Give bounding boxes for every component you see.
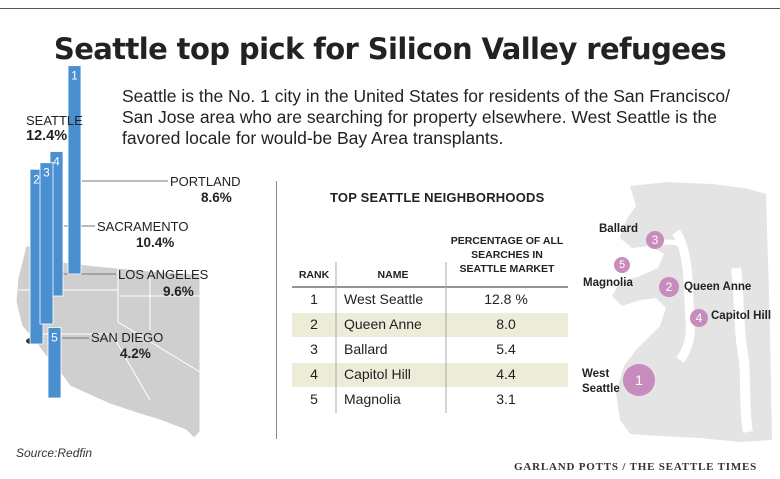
bar-san-diego xyxy=(47,327,62,399)
ballard-marker: 3 xyxy=(646,231,664,249)
column-header-rank: RANK xyxy=(298,269,330,281)
table-row: 3 Ballard 5.4 xyxy=(292,338,568,362)
table-row: 4 Capitol Hill 4.4 xyxy=(292,363,568,387)
column-header-percentage-line-2: SEARCHES IN xyxy=(471,249,543,261)
row-name: Capitol Hill xyxy=(344,366,411,382)
page-title: Seattle top pick for Silicon Valley refu… xyxy=(53,32,727,66)
bar-rank-label: 2 xyxy=(33,172,40,186)
west-seattle-marker: 1 xyxy=(623,364,655,396)
bar-rank-label: 3 xyxy=(43,166,50,180)
table-title: TOP SEATTLE NEIGHBORHOODS xyxy=(330,190,545,205)
lake-washington-edge xyxy=(731,267,753,433)
column-header-percentage-line-1: PERCENTAGE OF ALL xyxy=(450,235,564,247)
row-name: Queen Anne xyxy=(344,316,422,332)
bars-layer: 1 42 3 5 xyxy=(29,65,168,399)
section-divider xyxy=(276,181,277,439)
table-row: 2 Queen Anne 8.0 xyxy=(292,313,568,337)
los-angeles-value: 9.6% xyxy=(163,284,194,299)
row-pct: 8.0 xyxy=(496,316,516,332)
sacramento-label: SACRAMENTO xyxy=(97,219,189,234)
row-rank: 1 xyxy=(310,291,318,307)
west-seattle-label-line-2: Seattle xyxy=(582,383,620,395)
row-pct: 3.1 xyxy=(496,391,516,407)
column-header-percentage-line-3: SEATTLE MARKET xyxy=(459,263,555,275)
subtitle: Seattle is the No. 1 city in the United … xyxy=(122,86,730,148)
sacramento-value: 10.4% xyxy=(136,235,175,250)
san-diego-label: SAN DIEGO xyxy=(91,330,164,345)
row-name: Ballard xyxy=(344,341,388,357)
queen-anne-label: Queen Anne xyxy=(684,281,752,293)
capitol-hill-marker: 4 xyxy=(690,309,708,327)
bar-seattle xyxy=(67,65,82,275)
row-rank: 5 xyxy=(310,391,318,407)
row-name: Magnolia xyxy=(344,391,401,407)
los-angeles-label: LOS ANGELES xyxy=(118,267,209,282)
portland-label: PORTLAND xyxy=(170,174,241,189)
san-diego-value: 4.2% xyxy=(120,346,151,361)
column-header-percentage: PERCENTAGE OF ALL SEARCHES IN SEATTLE MA… xyxy=(446,234,568,276)
row-rank: 4 xyxy=(310,366,318,382)
table-row: 1 West Seattle 12.8 % xyxy=(292,288,568,312)
seattle-value: 12.4% xyxy=(26,128,68,144)
west-seattle-label-line-1: West xyxy=(582,368,610,380)
row-pct: 5.4 xyxy=(496,341,516,357)
magnolia-label: Magnolia xyxy=(583,277,633,289)
west-seattle-label: West Seattle xyxy=(582,367,620,397)
queen-anne-marker: 2 xyxy=(659,277,679,297)
bar-los-angeles xyxy=(39,162,54,325)
row-rank: 2 xyxy=(310,316,318,332)
bar-rank-label: 1 xyxy=(71,69,78,83)
west-coast-bar-map: 1 42 3 5 xyxy=(15,65,201,439)
lake-union-waterway xyxy=(672,229,695,363)
bar-rank-label: 4 xyxy=(53,155,60,169)
credit-line: GARLAND POTTS / THE SEATTLE TIMES xyxy=(514,461,758,473)
row-rank: 3 xyxy=(310,341,318,357)
seattle-label: SEATTLE xyxy=(26,113,83,128)
row-pct: 4.4 xyxy=(496,366,516,382)
ballard-label: Ballard xyxy=(599,223,638,235)
row-pct: 12.8 % xyxy=(484,291,528,307)
top-rule xyxy=(0,8,780,9)
capitol-hill-label: Capitol Hill xyxy=(711,310,772,322)
table-row: 5 Magnolia 3.1 xyxy=(292,388,568,412)
magnolia-marker: 5 xyxy=(614,257,630,273)
bar-rank-label: 5 xyxy=(51,330,58,344)
row-name: West Seattle xyxy=(344,291,424,307)
source-note: Source:Redfin xyxy=(16,446,93,460)
column-header-name: NAME xyxy=(377,269,409,281)
portland-value: 8.6% xyxy=(201,190,232,205)
